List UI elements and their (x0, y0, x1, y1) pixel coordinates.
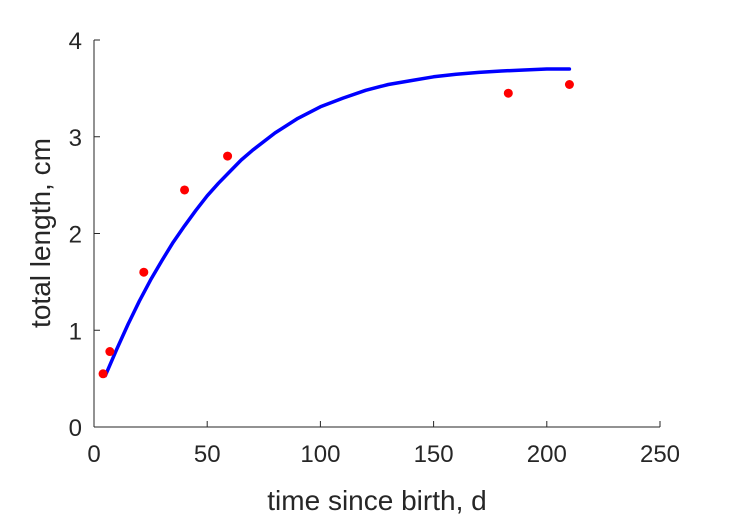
x-axis-title: time since birth, d (267, 485, 486, 516)
data-point (564, 80, 574, 90)
x-tick-label: 100 (300, 441, 340, 468)
y-ticks: 0 1 2 3 4 (69, 28, 100, 442)
x-tick-label: 250 (640, 441, 680, 468)
y-axis-title: total length, cm (25, 138, 56, 328)
data-point (105, 347, 115, 357)
x-ticks: 0 50 100 150 200 250 (87, 421, 680, 468)
plot-area: 0 50 100 150 200 250 0 1 2 3 4 (69, 28, 680, 468)
y-tick-label: 4 (69, 28, 82, 55)
y-tick-label: 1 (69, 318, 82, 345)
data-point (223, 151, 233, 161)
x-tick-label: 150 (414, 441, 454, 468)
fit-curve-line (103, 67, 572, 378)
y-tick-label: 3 (69, 125, 82, 152)
y-tick-label: 0 (69, 415, 82, 442)
y-tick-label: 2 (69, 222, 82, 249)
x-tick-label: 0 (87, 441, 100, 468)
series-layer (98, 67, 574, 379)
x-tick-label: 200 (527, 441, 567, 468)
data-point (180, 185, 190, 195)
data-point (98, 369, 108, 379)
data-point (503, 88, 513, 98)
x-tick-label: 50 (194, 441, 221, 468)
data-point (139, 267, 149, 277)
